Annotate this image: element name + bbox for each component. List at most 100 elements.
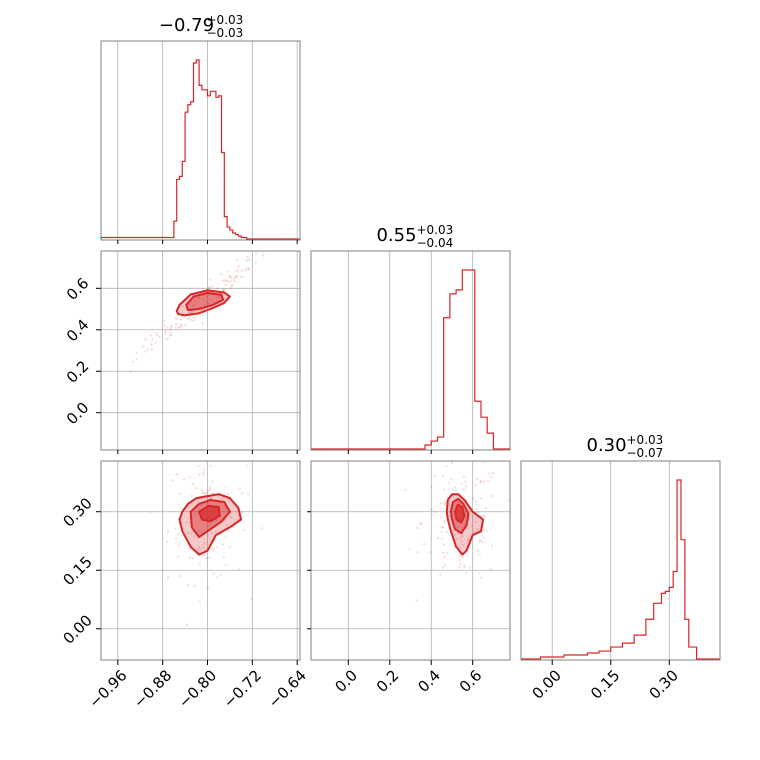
sample-point bbox=[188, 521, 191, 524]
sample-point bbox=[175, 317, 179, 320]
sample-point bbox=[207, 524, 211, 527]
sample-point bbox=[478, 572, 481, 575]
sample-point bbox=[489, 568, 492, 571]
sample-point bbox=[190, 311, 193, 314]
sample-point bbox=[216, 545, 219, 549]
sample-point bbox=[474, 484, 477, 487]
sample-point bbox=[219, 273, 222, 276]
sample-point bbox=[445, 496, 449, 499]
sample-point bbox=[470, 525, 474, 528]
sample-point bbox=[174, 527, 177, 530]
sample-point bbox=[193, 304, 197, 307]
histogram-step-line bbox=[521, 479, 720, 660]
sample-point bbox=[221, 543, 224, 546]
sample-point bbox=[171, 479, 174, 482]
sample-point bbox=[429, 551, 432, 554]
title-lower-error: −0.04 bbox=[417, 236, 454, 250]
sample-point bbox=[170, 326, 173, 329]
sample-point bbox=[169, 327, 172, 331]
sample-point bbox=[416, 526, 419, 530]
sample-point bbox=[188, 475, 191, 478]
sample-point bbox=[228, 274, 231, 278]
x-tick-label: 0.15 bbox=[587, 666, 623, 702]
sample-point bbox=[202, 471, 205, 474]
sample-point bbox=[211, 480, 214, 483]
sample-point bbox=[210, 491, 213, 495]
sample-point bbox=[195, 486, 198, 490]
sample-point bbox=[442, 520, 446, 523]
sample-point bbox=[461, 534, 464, 538]
sample-point bbox=[201, 529, 204, 532]
sample-point bbox=[181, 534, 184, 538]
sample-point bbox=[200, 503, 204, 506]
sample-point bbox=[174, 317, 177, 320]
sample-point bbox=[166, 326, 169, 329]
sample-point bbox=[456, 532, 460, 535]
sample-point bbox=[207, 294, 210, 297]
sample-point bbox=[187, 311, 191, 314]
sample-point bbox=[208, 488, 211, 491]
sample-point bbox=[483, 515, 486, 518]
sample-point bbox=[197, 545, 201, 549]
sample-point bbox=[464, 571, 468, 575]
sample-point bbox=[198, 547, 202, 551]
sample-point bbox=[262, 254, 265, 257]
sample-point bbox=[238, 486, 242, 490]
sample-point bbox=[198, 473, 201, 476]
sample-point bbox=[225, 279, 228, 283]
sample-point bbox=[458, 536, 461, 540]
sample-point bbox=[419, 522, 422, 526]
sample-point bbox=[168, 331, 171, 334]
sample-point bbox=[178, 492, 181, 495]
contour-level-3 bbox=[198, 504, 221, 523]
sample-point bbox=[196, 548, 200, 551]
sample-point bbox=[416, 551, 419, 554]
sample-point bbox=[177, 544, 180, 547]
sample-point bbox=[227, 270, 230, 273]
sample-point bbox=[174, 326, 178, 329]
sample-point bbox=[240, 269, 244, 273]
sample-point bbox=[156, 334, 159, 337]
sample-point bbox=[240, 492, 244, 495]
panel-frame bbox=[310, 460, 511, 661]
sample-point bbox=[150, 348, 154, 351]
sample-point bbox=[491, 472, 495, 475]
histogram-panel-2: 0.55 +0.03−0.04 bbox=[310, 223, 511, 451]
sample-point bbox=[236, 268, 240, 272]
sample-point bbox=[458, 554, 462, 558]
sample-point bbox=[201, 491, 205, 494]
sample-point bbox=[404, 488, 407, 492]
x-tick-label: 0.6 bbox=[456, 666, 486, 696]
sample-point bbox=[233, 277, 236, 280]
sample-point bbox=[219, 574, 222, 577]
sample-point bbox=[430, 508, 434, 511]
x-tick-label: −0.88 bbox=[130, 666, 175, 711]
sample-point bbox=[235, 275, 238, 278]
sample-point bbox=[209, 298, 212, 301]
sample-point bbox=[210, 531, 213, 534]
sample-point bbox=[212, 572, 215, 575]
title-lower-error: −0.07 bbox=[627, 446, 664, 460]
sample-point bbox=[408, 548, 411, 551]
sample-point bbox=[194, 584, 197, 588]
sample-point bbox=[216, 296, 219, 299]
sample-point bbox=[439, 573, 442, 576]
x-tick-label: −0.72 bbox=[220, 666, 265, 711]
sample-point bbox=[235, 275, 238, 278]
sample-point bbox=[463, 523, 466, 526]
sample-point bbox=[239, 275, 242, 278]
sample-point bbox=[201, 322, 204, 325]
sample-point bbox=[464, 480, 467, 483]
sample-point bbox=[154, 341, 157, 345]
sample-point bbox=[230, 515, 233, 519]
sample-point bbox=[479, 497, 482, 500]
x-tick-label: 0.0 bbox=[331, 666, 361, 696]
sample-point bbox=[482, 528, 486, 532]
sample-point bbox=[461, 556, 464, 559]
sample-point bbox=[463, 566, 466, 569]
y-tick-label: 0.30 bbox=[60, 494, 96, 530]
panel-frame bbox=[310, 250, 511, 451]
sample-point bbox=[186, 531, 190, 534]
title-lower-error: −0.03 bbox=[207, 26, 244, 40]
title-upper-error: +0.03 bbox=[207, 13, 244, 27]
